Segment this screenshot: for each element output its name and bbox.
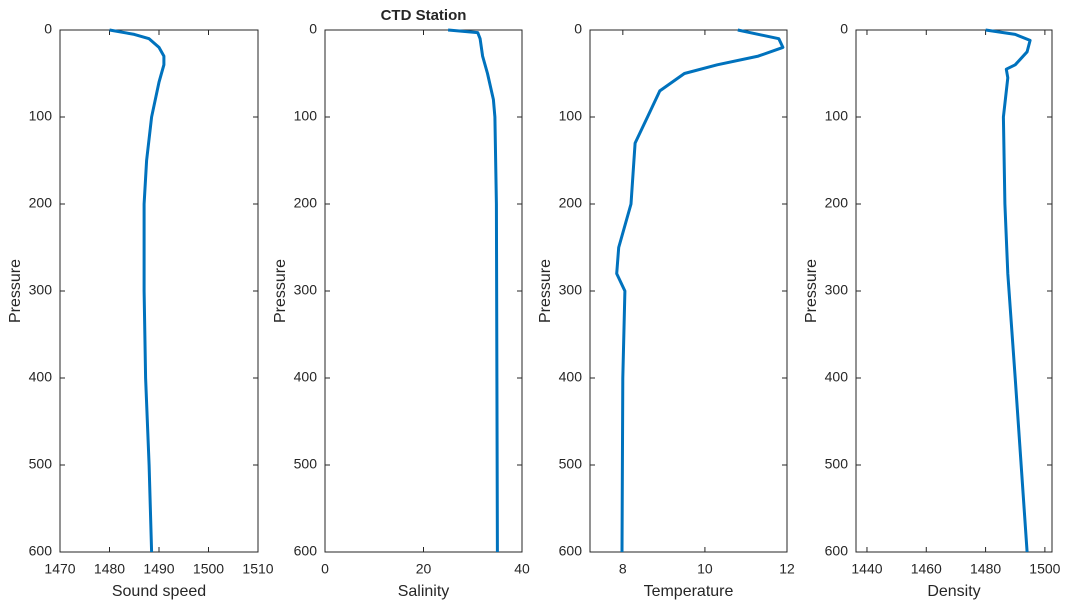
y-tick-label: 300 bbox=[825, 282, 849, 298]
y-tick-label: 500 bbox=[294, 456, 318, 472]
x-tick-label: 8 bbox=[619, 561, 627, 577]
y-tick-label: 100 bbox=[294, 108, 318, 124]
x-axis-label: Sound speed bbox=[112, 583, 206, 600]
x-axis-label: Density bbox=[927, 583, 980, 600]
x-tick-label: 1510 bbox=[242, 561, 273, 577]
y-axis-label: Pressure bbox=[803, 259, 820, 323]
x-tick-label: 20 bbox=[416, 561, 432, 577]
profile-line bbox=[985, 28, 1032, 553]
x-tick-label: 40 bbox=[514, 561, 530, 577]
y-tick-label: 500 bbox=[825, 456, 849, 472]
y-tick-label: 400 bbox=[559, 369, 583, 385]
y-tick-label: 200 bbox=[825, 195, 849, 211]
y-tick-label: 100 bbox=[29, 108, 53, 124]
y-tick-label: 300 bbox=[29, 282, 53, 298]
x-tick-label: 1500 bbox=[193, 561, 224, 577]
y-tick-label: 300 bbox=[559, 282, 583, 298]
y-tick-label: 600 bbox=[825, 543, 849, 559]
y-tick-label: 500 bbox=[29, 456, 53, 472]
y-tick-label: 500 bbox=[559, 456, 583, 472]
x-tick-label: 1490 bbox=[143, 561, 174, 577]
y-tick-label: 400 bbox=[294, 369, 318, 385]
x-tick-label: 10 bbox=[697, 561, 713, 577]
y-tick-label: 100 bbox=[825, 108, 849, 124]
chart-title: CTD Station bbox=[381, 7, 467, 24]
y-tick-label: 600 bbox=[294, 543, 318, 559]
profile-line bbox=[109, 28, 166, 553]
x-tick-label: 12 bbox=[779, 561, 795, 577]
y-tick-label: 0 bbox=[44, 21, 52, 37]
y-tick-label: 0 bbox=[574, 21, 582, 37]
x-tick-label: 1480 bbox=[94, 561, 125, 577]
axes-box bbox=[324, 29, 523, 553]
y-axis-label: Pressure bbox=[537, 259, 554, 323]
y-tick-label: 600 bbox=[559, 543, 583, 559]
x-tick-label: 1460 bbox=[911, 561, 942, 577]
y-tick-label: 200 bbox=[294, 195, 318, 211]
x-tick-label: 0 bbox=[321, 561, 329, 577]
x-tick-label: 1480 bbox=[970, 561, 1001, 577]
axes-box bbox=[59, 29, 259, 553]
y-axis-label: Pressure bbox=[272, 259, 289, 323]
y-tick-label: 200 bbox=[29, 195, 53, 211]
y-tick-label: 600 bbox=[29, 543, 53, 559]
y-tick-label: 200 bbox=[559, 195, 583, 211]
y-tick-label: 400 bbox=[825, 369, 849, 385]
x-tick-label: 1440 bbox=[851, 561, 882, 577]
y-tick-label: 0 bbox=[309, 21, 317, 37]
x-axis-label: Temperature bbox=[644, 583, 734, 600]
profile-line bbox=[447, 28, 499, 553]
y-tick-label: 100 bbox=[559, 108, 583, 124]
y-tick-label: 300 bbox=[294, 282, 318, 298]
x-tick-label: 1470 bbox=[44, 561, 75, 577]
y-tick-label: 0 bbox=[840, 21, 848, 37]
axes-box bbox=[589, 29, 788, 553]
profile-line bbox=[615, 28, 785, 553]
x-axis-label: Salinity bbox=[398, 583, 450, 600]
x-tick-label: 1500 bbox=[1029, 561, 1060, 577]
y-axis-label: Pressure bbox=[7, 259, 24, 323]
y-tick-label: 400 bbox=[29, 369, 53, 385]
